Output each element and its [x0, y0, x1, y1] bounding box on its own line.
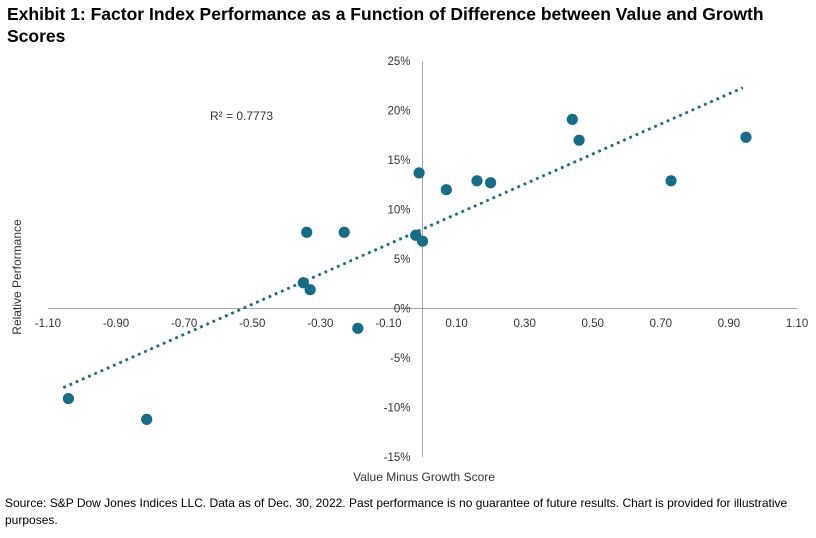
x-tick-label: 0.30: [513, 318, 535, 330]
x-tick-label: -0.10: [375, 318, 401, 330]
x-tick-label: 0.70: [650, 318, 672, 330]
data-point: [573, 134, 585, 146]
x-tick-label: 0.50: [582, 318, 604, 330]
x-tick-label: 1.10: [786, 318, 808, 330]
data-point: [352, 322, 364, 334]
data-point: [416, 235, 429, 247]
y-tick-label: 15%: [387, 155, 410, 167]
data-point: [141, 413, 153, 425]
x-tick-label: -1.10: [35, 318, 61, 330]
y-tick-label: 0%: [394, 304, 411, 316]
data-point: [566, 113, 578, 126]
x-tick-label: -0.70: [171, 318, 197, 330]
x-tick-label: 0.90: [718, 318, 740, 330]
y-tick-label: 5%: [394, 254, 411, 266]
x-tick-label: -0.30: [307, 318, 333, 330]
y-tick-label: 25%: [387, 56, 410, 68]
r-squared-annotation: R² = 0.7773: [210, 109, 274, 123]
x-axis-title: Value Minus Growth Score: [353, 470, 495, 484]
data-point: [413, 167, 425, 179]
data-point: [304, 284, 316, 296]
y-tick-label: 10%: [387, 205, 410, 217]
data-point: [665, 175, 677, 187]
y-tick-label: -5%: [390, 353, 410, 365]
y-tick-label: -10%: [384, 403, 411, 415]
data-point: [440, 184, 452, 196]
source-note: Source: S&P Dow Jones Indices LLC. Data …: [5, 496, 788, 527]
data-point: [485, 177, 497, 189]
y-tick-label: -15%: [384, 452, 411, 464]
data-point: [301, 226, 313, 238]
trend-line: [62, 86, 744, 389]
x-tick-label: -0.90: [103, 318, 129, 330]
data-point: [338, 226, 350, 238]
data-point: [297, 277, 309, 289]
y-axis-title: Relative Performance: [10, 219, 24, 335]
x-tick-label: 0.10: [445, 318, 467, 330]
data-point: [740, 131, 752, 143]
x-tick-label: -0.50: [239, 318, 265, 330]
data-point: [471, 175, 483, 187]
data-point: [62, 392, 74, 405]
y-tick-label: 20%: [387, 106, 410, 118]
chart-title: Exhibit 1: Factor Index Performance as a…: [7, 4, 764, 47]
